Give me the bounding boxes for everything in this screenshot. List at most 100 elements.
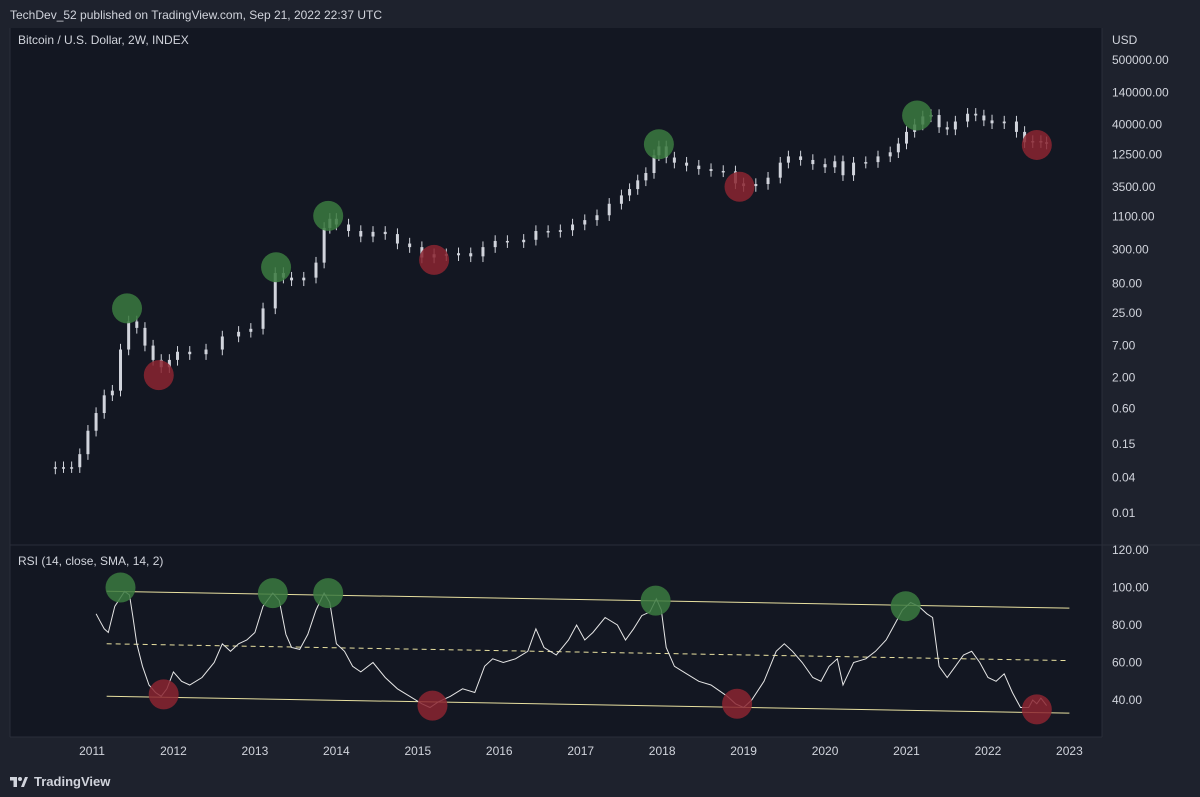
- rsi-pane-title: RSI (14, close, SMA, 14, 2): [18, 554, 163, 568]
- candle-body: [652, 155, 656, 174]
- time-tick-label: 2021: [893, 744, 920, 758]
- candle-body: [290, 277, 294, 281]
- footer-brand: TradingView: [34, 774, 111, 789]
- trough-marker: [724, 171, 755, 202]
- peak-marker: [313, 200, 344, 231]
- candle-body: [322, 227, 326, 263]
- candle-body: [522, 239, 526, 243]
- candle-body: [188, 351, 192, 355]
- candle-body: [493, 240, 497, 248]
- candle-body: [583, 220, 587, 225]
- candle-body: [110, 390, 114, 396]
- candle-body: [302, 277, 306, 281]
- candle-body: [966, 113, 970, 122]
- time-tick-label: 2016: [486, 744, 513, 758]
- rsi-tick-label: 60.00: [1112, 656, 1142, 670]
- candle-body: [94, 413, 98, 431]
- candle-body: [864, 162, 868, 164]
- candle-body: [70, 467, 74, 469]
- candle-body: [685, 162, 689, 166]
- candle-body: [204, 349, 208, 355]
- price-tick-label: 0.15: [1112, 437, 1136, 451]
- price-axis-unit: USD: [1112, 33, 1138, 47]
- price-tick-label: 3500.00: [1112, 180, 1156, 194]
- footer: TradingView: [10, 774, 110, 789]
- candle-body: [481, 247, 485, 257]
- tradingview-logo-icon: [10, 776, 28, 787]
- candle-body: [505, 240, 509, 243]
- candle-body: [990, 120, 994, 124]
- candle-body: [888, 152, 892, 157]
- candle-body: [852, 162, 856, 176]
- candle-body: [143, 327, 147, 346]
- trough-marker: [1021, 129, 1052, 160]
- candle-body: [135, 321, 139, 328]
- peak-marker: [261, 252, 292, 283]
- rsi-trough-marker: [417, 690, 448, 721]
- trough-marker: [419, 244, 450, 275]
- rsi-tick-label: 80.00: [1112, 618, 1142, 632]
- candle-body: [558, 230, 562, 232]
- candle-body: [786, 156, 790, 163]
- candle-body: [709, 169, 713, 171]
- candle-body: [799, 156, 803, 160]
- candle-body: [595, 215, 599, 221]
- candle-body: [607, 203, 611, 216]
- candle-body: [628, 189, 632, 196]
- time-axis-ticks: 2011 2012 2013 2014 2015 2016 2017 2018 2019 2020…: [79, 744, 1083, 758]
- candle-body: [833, 161, 837, 168]
- rsi-peak-marker: [640, 585, 671, 616]
- candle-body: [766, 177, 770, 185]
- candle-body: [1002, 121, 1006, 124]
- candle-body: [937, 115, 941, 128]
- candle-body: [469, 253, 473, 257]
- price-tick-label: 140000.00: [1112, 86, 1169, 100]
- candle-body: [408, 243, 412, 248]
- candle-body: [876, 156, 880, 163]
- rsi-peak-marker: [313, 578, 344, 609]
- price-tick-label: 0.01: [1112, 506, 1136, 520]
- candle-body: [896, 143, 900, 153]
- chart-area[interactable]: Bitcoin / U.S. Dollar, 2W, INDEX RSI (14…: [0, 28, 1200, 768]
- rsi-trough-marker: [148, 679, 179, 710]
- price-tick-label: 300.00: [1112, 243, 1149, 257]
- rsi-trendline-middle: [106, 643, 1070, 662]
- time-tick-label: 2020: [812, 744, 839, 758]
- candle-body: [811, 159, 815, 165]
- candle-body: [619, 195, 623, 204]
- rsi-markers: [105, 572, 1052, 725]
- rsi-peak-marker: [257, 578, 288, 609]
- candle-body: [457, 253, 461, 256]
- candle-body: [546, 231, 550, 233]
- candle-body: [86, 430, 90, 455]
- time-tick-label: 2011: [79, 744, 105, 758]
- peak-marker: [643, 129, 674, 160]
- time-tick-label: 2014: [323, 744, 350, 758]
- candle-body: [754, 184, 758, 187]
- price-tick-label: 80.00: [1112, 276, 1142, 290]
- candle-body: [261, 308, 265, 329]
- plot-background: [10, 28, 1102, 737]
- candle-body: [347, 224, 351, 232]
- time-tick-label: 2012: [160, 744, 187, 758]
- candle-body: [102, 395, 106, 414]
- peak-marker: [902, 100, 933, 131]
- candle-body: [1014, 121, 1018, 132]
- candle-body: [119, 349, 123, 391]
- candle-body: [778, 162, 782, 178]
- candle-body: [167, 359, 171, 368]
- candle-body: [905, 131, 908, 144]
- rsi-tick-label: 100.00: [1112, 581, 1149, 595]
- candle-body: [371, 231, 375, 237]
- price-tick-label: 0.04: [1112, 471, 1136, 485]
- candle-body: [644, 173, 648, 181]
- time-tick-label: 2013: [242, 744, 269, 758]
- price-axis-ticks: 500000.00 140000.00 40000.00 12500.00 3500.0…: [1112, 53, 1169, 520]
- price-tick-label: 12500.00: [1112, 147, 1162, 161]
- candle-body: [151, 345, 155, 360]
- rsi-tick-label: 120.00: [1112, 543, 1149, 557]
- time-tick-label: 2019: [730, 744, 757, 758]
- time-tick-label: 2018: [649, 744, 676, 758]
- candle-body: [721, 170, 725, 173]
- trough-marker: [143, 360, 174, 391]
